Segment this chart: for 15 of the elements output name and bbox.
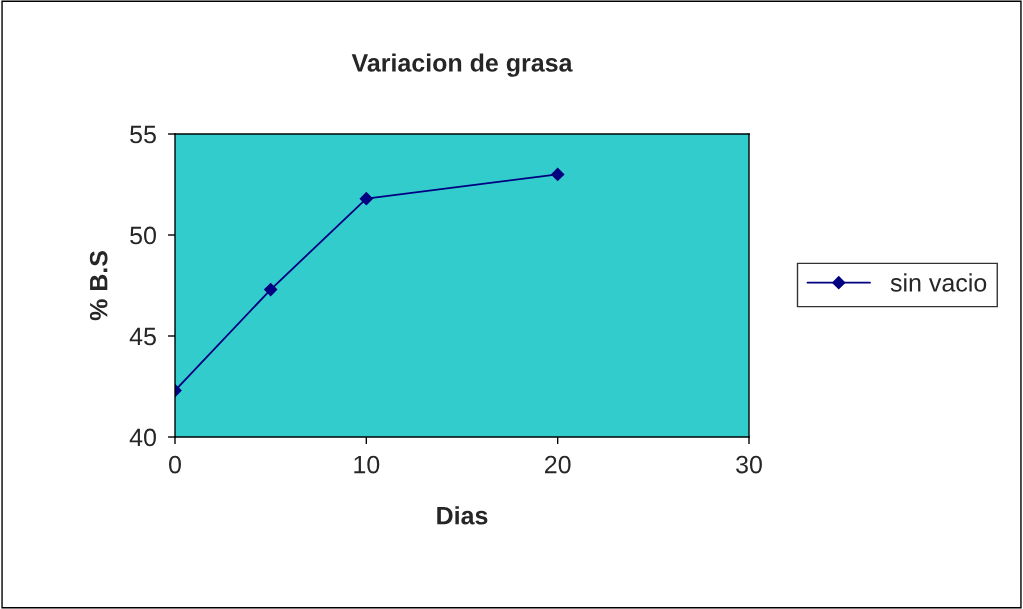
y-tick-label: 45	[129, 327, 156, 346]
x-tick-label: 10	[354, 455, 380, 474]
legend-label: sin vacio	[890, 273, 987, 292]
y-tick-label: 50	[130, 226, 156, 245]
x-tick-label: 20	[545, 455, 571, 474]
chart-title: Variacion de grasa	[351, 53, 573, 77]
x-tick-label: 30	[736, 455, 762, 474]
y-tick-label: 55	[130, 125, 156, 144]
point	[551, 167, 565, 181]
point	[359, 192, 373, 206]
y-axis-title: % B.S	[89, 251, 108, 321]
x-axis-title: Dias	[437, 506, 488, 525]
point	[264, 282, 278, 297]
x-tick-label: 0	[169, 455, 181, 474]
y-tick-label: 40	[129, 428, 156, 447]
